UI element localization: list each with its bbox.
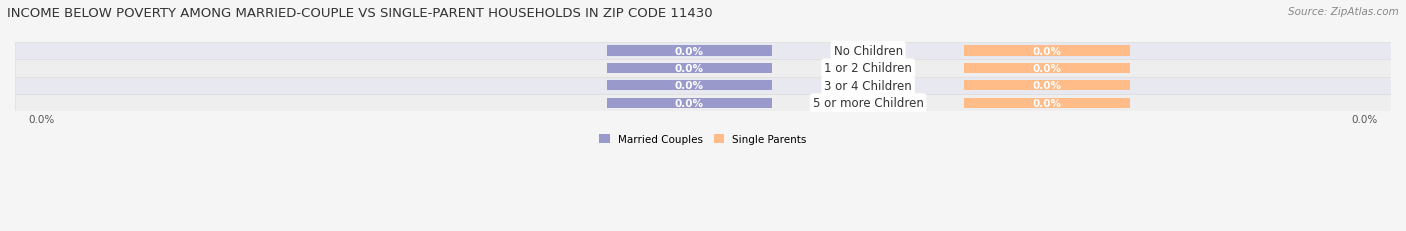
Bar <box>15 77 1391 94</box>
Text: 1 or 2 Children: 1 or 2 Children <box>824 62 912 75</box>
Text: No Children: No Children <box>834 45 903 58</box>
Text: 0.0%: 0.0% <box>1351 115 1378 125</box>
Bar <box>965 98 1129 108</box>
Text: INCOME BELOW POVERTY AMONG MARRIED-COUPLE VS SINGLE-PARENT HOUSEHOLDS IN ZIP COD: INCOME BELOW POVERTY AMONG MARRIED-COUPL… <box>7 7 713 20</box>
Bar <box>15 94 1391 112</box>
Bar <box>965 81 1129 91</box>
Text: 0.0%: 0.0% <box>675 46 704 56</box>
Text: 0.0%: 0.0% <box>1032 81 1062 91</box>
Text: 0.0%: 0.0% <box>675 64 704 74</box>
Text: 0.0%: 0.0% <box>1032 98 1062 108</box>
Text: 0.0%: 0.0% <box>1032 46 1062 56</box>
Text: Source: ZipAtlas.com: Source: ZipAtlas.com <box>1288 7 1399 17</box>
Bar <box>606 64 772 74</box>
Text: 0.0%: 0.0% <box>675 81 704 91</box>
Bar <box>606 46 772 56</box>
Text: 0.0%: 0.0% <box>675 98 704 108</box>
Text: 0.0%: 0.0% <box>28 115 55 125</box>
Bar <box>606 98 772 108</box>
Bar <box>965 46 1129 56</box>
Text: 0.0%: 0.0% <box>1032 64 1062 74</box>
Bar <box>965 64 1129 74</box>
Text: 3 or 4 Children: 3 or 4 Children <box>824 79 912 92</box>
Text: 5 or more Children: 5 or more Children <box>813 97 924 110</box>
Legend: Married Couples, Single Parents: Married Couples, Single Parents <box>599 135 807 145</box>
Bar <box>15 43 1391 60</box>
Bar <box>15 60 1391 77</box>
Bar <box>606 81 772 91</box>
